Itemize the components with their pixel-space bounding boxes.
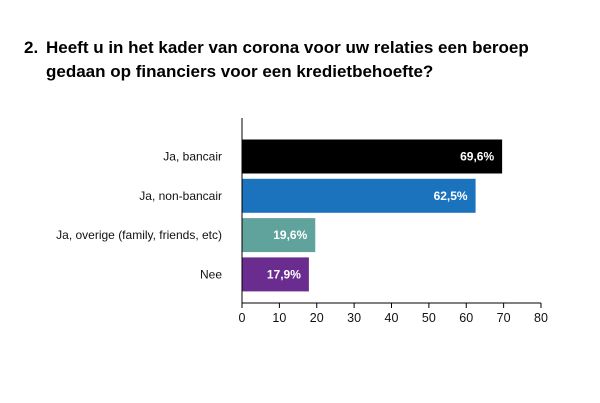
category-label: Ja, non-bancair — [139, 189, 222, 203]
x-tick-label: 10 — [272, 311, 286, 325]
data-label: 69,6% — [460, 150, 494, 164]
x-tick-label: 30 — [347, 311, 361, 325]
bar — [242, 257, 309, 292]
x-tick-label: 70 — [497, 311, 511, 325]
x-tick-label: 60 — [459, 311, 473, 325]
chart-title: 2. Heeft u in het kader van corona voor … — [24, 36, 584, 84]
x-tick-label: 40 — [385, 311, 399, 325]
category-label: Ja, overige (family, friends, etc) — [56, 228, 222, 242]
category-label: Ja, bancair — [163, 150, 222, 164]
data-label: 62,5% — [434, 189, 468, 203]
question-text: Heeft u in het kader van corona voor uw … — [46, 38, 529, 81]
data-label: 19,6% — [273, 228, 307, 242]
bar — [242, 139, 503, 174]
x-tick-label: 20 — [310, 311, 324, 325]
x-tick-label: 50 — [422, 311, 436, 325]
bar — [242, 178, 476, 213]
x-tick-label: 0 — [239, 311, 246, 325]
x-tick-label: 80 — [534, 311, 548, 325]
data-label: 17,9% — [267, 267, 301, 281]
question-number: 2. — [24, 38, 39, 57]
category-label: Nee — [200, 267, 222, 281]
bar — [242, 218, 316, 253]
